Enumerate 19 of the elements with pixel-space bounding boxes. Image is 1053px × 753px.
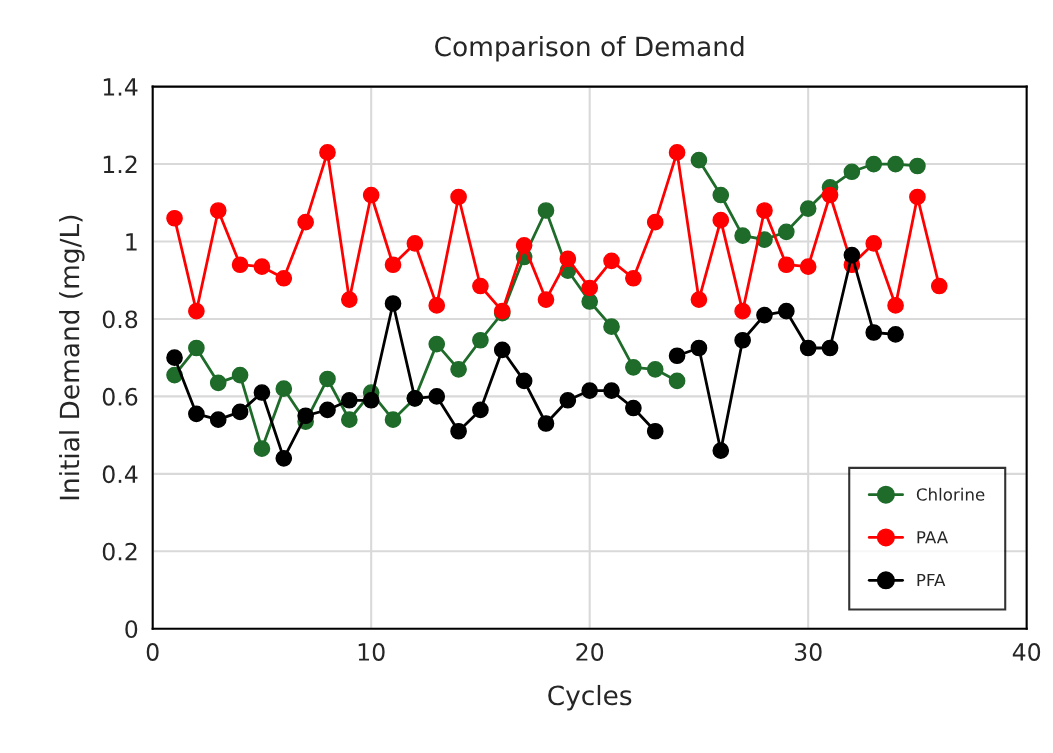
x-tick-label: 20 xyxy=(576,643,604,661)
y-tick-label: 0.6 xyxy=(102,387,138,406)
x-axis-title: Cycles xyxy=(548,684,632,711)
y-tick-label: 0 xyxy=(125,620,138,639)
y-tick-label: 1.4 xyxy=(103,78,138,96)
y-tick-label: 0.4 xyxy=(102,465,138,484)
x-tick-label: 30 xyxy=(794,643,822,661)
x-tick-label: 40 xyxy=(1012,643,1041,661)
y-axis-title: Initial Demand (mg/L) xyxy=(59,215,85,500)
y-tick-label: 0.8 xyxy=(102,310,138,329)
y-tick-label: 1 xyxy=(126,233,137,251)
y-tick-label: 1.2 xyxy=(103,155,137,174)
legend-label: PFA xyxy=(917,573,946,587)
chart-title: Comparison of Demand xyxy=(435,35,744,62)
y-tick-label: 0.2 xyxy=(102,542,137,561)
legend-label: PAA xyxy=(917,531,949,544)
x-tick-label: 0 xyxy=(146,643,159,661)
x-tick-label: 10 xyxy=(358,643,385,661)
legend-label: Chlorine xyxy=(916,487,985,501)
